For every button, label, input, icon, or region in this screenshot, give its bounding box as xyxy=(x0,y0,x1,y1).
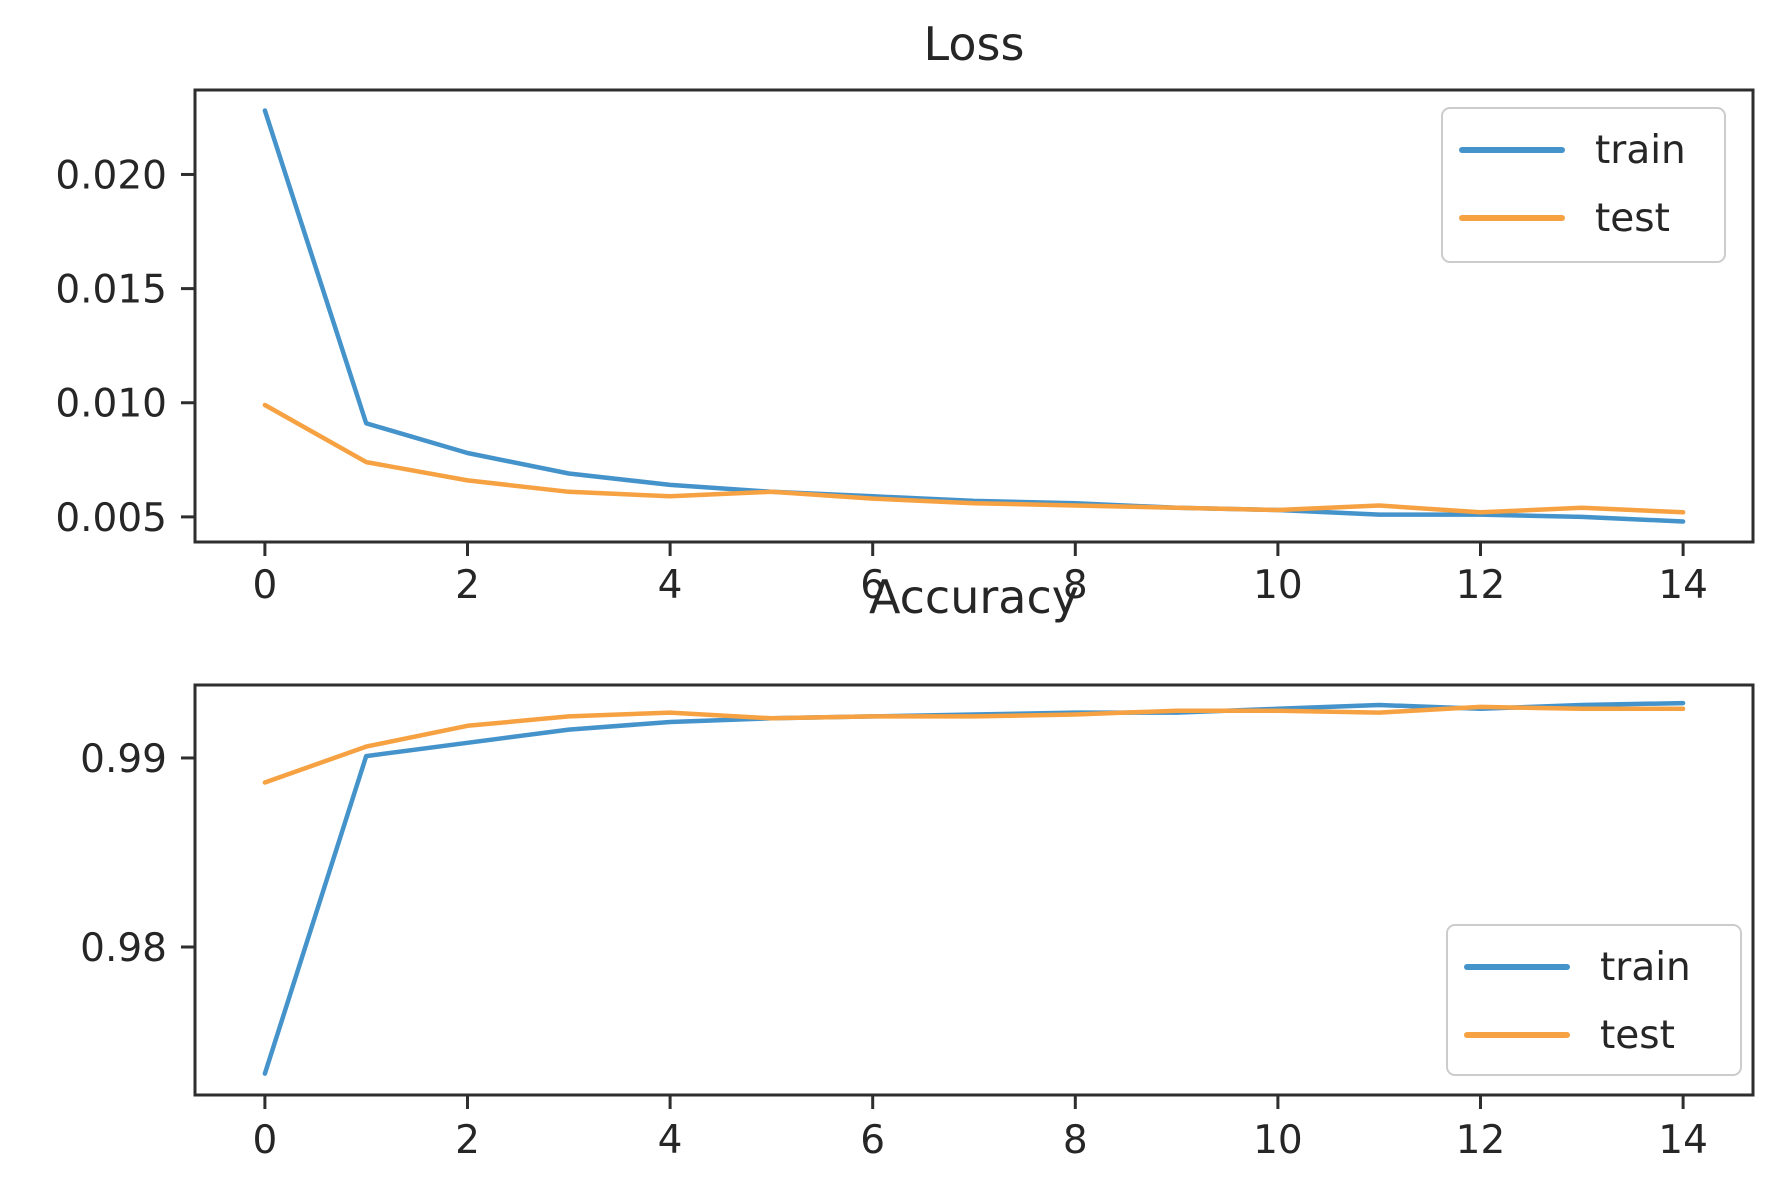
accuracy-y-tick-label: 0.98 xyxy=(80,926,167,971)
accuracy-x-tick-label: 2 xyxy=(455,1118,480,1163)
loss-x-tick-label: 2 xyxy=(455,563,480,608)
accuracy-legend-box xyxy=(1446,924,1742,1076)
accuracy-x-tick-label: 12 xyxy=(1456,1118,1506,1163)
accuracy-x-tick-label: 6 xyxy=(860,1118,885,1163)
loss-legend-test-label: test xyxy=(1595,196,1670,241)
accuracy-axes-spines xyxy=(193,683,1755,1097)
accuracy-legend-test-label: test xyxy=(1600,1013,1675,1058)
loss-axes-spines xyxy=(193,88,1755,544)
accuracy-test-line xyxy=(262,704,1686,785)
loss-y-axis: 0.005 0.010 0.015 0.020 xyxy=(55,153,195,541)
loss-subplot: 0 2 4 6 8 10 12 14 0.005 0.010 0.015 0.020 train test… xyxy=(55,17,1755,608)
accuracy-legend: train test xyxy=(1446,924,1742,1076)
accuracy-x-tick-label: 4 xyxy=(658,1118,683,1163)
loss-legend-box xyxy=(1441,107,1726,263)
accuracy-x-tick-label: 8 xyxy=(1063,1118,1088,1163)
loss-train-line xyxy=(262,108,1686,524)
accuracy-subplot: 0 2 4 6 8 10 12 14 0.98 0.99 train test Accuracy xyxy=(80,570,1755,1163)
loss-x-tick-label: 14 xyxy=(1658,563,1708,608)
loss-legend-train-label: train xyxy=(1595,128,1686,173)
loss-x-tick-label: 12 xyxy=(1456,563,1506,608)
accuracy-y-tick-label: 0.99 xyxy=(80,737,167,782)
accuracy-title: Accuracy xyxy=(869,570,1079,624)
loss-test-line xyxy=(262,402,1686,515)
accuracy-x-tick-label: 10 xyxy=(1253,1118,1303,1163)
accuracy-legend-train-label: train xyxy=(1600,945,1691,990)
loss-x-tick-label: 8 xyxy=(1063,563,1088,608)
loss-title: Loss xyxy=(924,17,1025,71)
accuracy-x-tick-label: 0 xyxy=(252,1118,277,1163)
accuracy-x-tick-label: 14 xyxy=(1658,1118,1708,1163)
loss-x-axis: 0 2 4 6 8 10 12 14 xyxy=(252,542,1708,608)
loss-y-tick-label: 0.020 xyxy=(55,153,167,198)
loss-x-tick-label: 6 xyxy=(860,563,885,608)
accuracy-y-axis: 0.98 0.99 xyxy=(80,737,195,971)
loss-x-tick-label: 4 xyxy=(658,563,683,608)
loss-x-tick-label: 0 xyxy=(252,563,277,608)
loss-y-tick-label: 0.010 xyxy=(55,382,167,427)
accuracy-x-axis: 0 2 4 6 8 10 12 14 xyxy=(252,1095,1708,1163)
loss-legend: train test xyxy=(1441,107,1726,263)
loss-y-tick-label: 0.015 xyxy=(55,268,167,313)
loss-x-tick-label: 10 xyxy=(1253,563,1303,608)
loss-y-tick-label: 0.005 xyxy=(55,496,167,541)
